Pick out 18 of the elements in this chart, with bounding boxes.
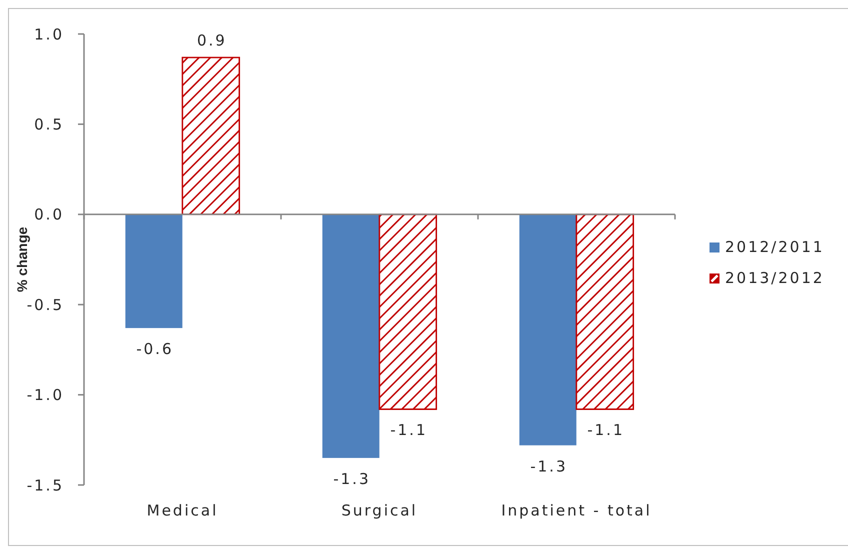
data-label: -1.3 [530,457,568,476]
x-tick-label: Medical [146,502,218,520]
y-tick-label: -0.5 [26,296,64,314]
y-tick-label: 1.0 [34,25,64,44]
data-label: 0.9 [196,31,227,50]
legend-label: 2012/2011 [725,238,824,256]
legend-label: 2013/2012 [725,269,824,287]
y-axis-title: % change [14,226,30,292]
data-label: -1.1 [390,421,428,440]
y-tick-label: 0.0 [34,206,64,224]
data-label: -1.3 [333,470,371,488]
y-tick-label: -1.5 [26,476,64,494]
y-tick-label: 0.5 [34,116,64,134]
x-tick-label: Inpatient - total [501,502,652,520]
y-tick-label: -1.0 [26,386,64,404]
data-label: -0.6 [136,340,174,358]
x-tick-label: Surgical [341,502,418,520]
data-label: -1.1 [587,421,625,440]
